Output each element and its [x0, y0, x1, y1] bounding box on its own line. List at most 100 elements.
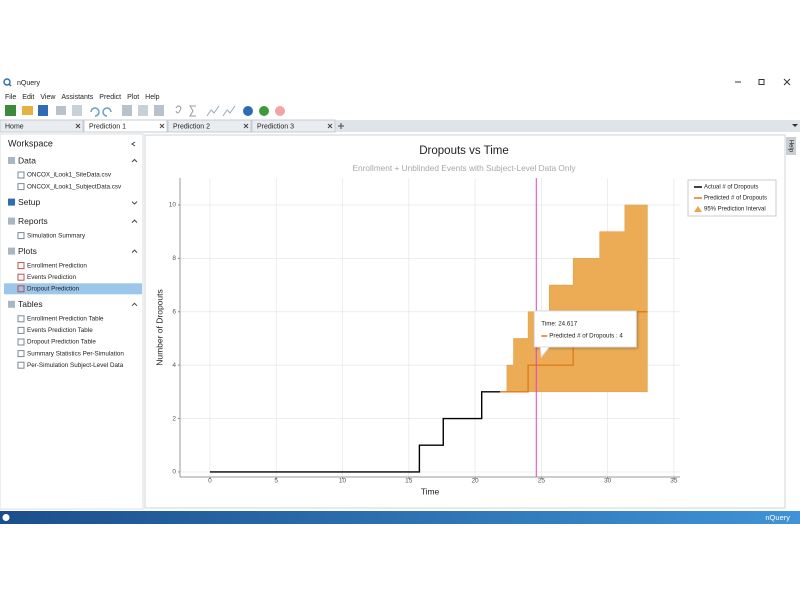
toolbar [5, 105, 285, 117]
tab-close[interactable] [243, 123, 249, 129]
tool-icon[interactable] [102, 107, 112, 117]
chart: Dropouts vs Time Enrollment + Unblinded E… [154, 145, 777, 496]
tool-icon[interactable] [175, 105, 182, 114]
info-icon[interactable] [2, 514, 10, 521]
item-icon [17, 326, 25, 334]
collapse[interactable] [131, 141, 136, 147]
tab-label[interactable]: Prediction 2 [173, 123, 210, 130]
section-title[interactable]: Setup [18, 197, 40, 207]
section-icon [8, 247, 15, 255]
legend-label: Predicted # of Dropouts [704, 196, 767, 202]
status-bar [0, 511, 800, 524]
y-tick-label: 8 [172, 255, 176, 262]
tool-icon[interactable] [56, 106, 66, 115]
tree-item[interactable]: Summary Statistics Per-Simulation [27, 350, 124, 357]
tool-icon[interactable] [206, 105, 220, 117]
maximize[interactable] [758, 79, 765, 85]
item-icon [17, 315, 25, 323]
app-icon [3, 78, 11, 86]
tab[interactable] [83, 119, 168, 133]
tab-menu[interactable] [792, 124, 798, 127]
menu-item[interactable]: Help [145, 94, 160, 101]
y-tick-label: 0 [172, 469, 176, 476]
tooltip [533, 310, 637, 348]
tab[interactable] [0, 119, 84, 133]
section-icon [8, 198, 15, 206]
menu-item[interactable]: Assistants [61, 94, 93, 101]
section-title[interactable]: Data [18, 155, 36, 165]
selected-row [4, 283, 142, 295]
section-toggle[interactable] [131, 249, 138, 253]
tree-item[interactable]: Events Prediction [27, 274, 76, 281]
tree-item[interactable]: Simulation Summary [27, 232, 86, 239]
tab-label[interactable]: Prediction 1 [89, 123, 126, 130]
chart-subtitle: Enrollment + Unblinded Events with Subje… [353, 163, 577, 173]
tab-label[interactable]: Prediction 3 [257, 123, 294, 130]
item-icon [17, 338, 25, 346]
tree-item[interactable]: ONCOX_iLook1_SubjectData.csv [27, 183, 122, 190]
tree-item[interactable]: Enrollment Prediction Table [27, 315, 104, 322]
tool-icon[interactable] [259, 106, 269, 116]
tool-icon[interactable] [243, 106, 253, 116]
section-toggle[interactable] [131, 302, 138, 307]
tab-close[interactable] [327, 123, 333, 129]
tool-icon[interactable] [90, 107, 100, 117]
tool-icon[interactable] [138, 105, 148, 116]
tree-item[interactable]: Enrollment Prediction [27, 262, 87, 269]
section-title[interactable]: Plots [18, 246, 37, 256]
app-title: nQuery [17, 80, 40, 87]
tool-icon[interactable] [38, 105, 48, 116]
section-toggle[interactable] [131, 219, 138, 223]
sidebar-tree: Data ONCOX_iLook1_SiteData.csv ONCOX_iLook… [4, 155, 142, 369]
tool-icon[interactable] [154, 105, 164, 116]
tree-item[interactable]: Dropout Prediction [27, 285, 80, 292]
side-tab[interactable] [786, 137, 796, 155]
tool-icon[interactable] [22, 106, 33, 115]
x-tick-label: 35 [670, 478, 678, 485]
section-toggle[interactable] [131, 201, 138, 205]
section-icon [8, 300, 15, 308]
section-icon [8, 157, 15, 164]
menu-item[interactable]: Predict [99, 94, 121, 101]
tree-item[interactable]: ONCOX_iLook1_SiteData.csv [27, 172, 112, 179]
y-tick-label: 2 [172, 415, 176, 422]
menu-item[interactable]: File [5, 94, 16, 101]
item-icon [17, 361, 25, 369]
y-axis-label: Number of Dropouts [154, 289, 164, 366]
menu-item[interactable]: View [40, 94, 56, 101]
tab[interactable] [251, 119, 336, 133]
menu-item[interactable]: Edit [22, 94, 34, 101]
x-tick-label: 15 [405, 478, 413, 485]
tool-icon[interactable] [222, 105, 236, 117]
tabs: Home Prediction 1 Prediction 2 Prediction 3 [0, 119, 336, 133]
menu-bar: File Edit View Assistants Predict Plot Help [5, 94, 160, 101]
section-title[interactable]: Tables [18, 299, 43, 309]
tool-icon[interactable] [122, 105, 132, 116]
tool-icon[interactable] [72, 105, 82, 116]
sidebar-title: Workspace [8, 138, 53, 148]
tab-close[interactable] [159, 123, 165, 129]
tree-item[interactable]: Events Prediction Table [27, 327, 93, 334]
section-title[interactable]: Reports [18, 216, 48, 226]
y-tick-label: 10 [169, 202, 177, 209]
tool-icon[interactable] [5, 105, 16, 116]
x-tick-label: 5 [274, 478, 278, 485]
tab-label[interactable]: Home [5, 123, 24, 130]
app-icon [8, 83, 12, 87]
data-line [209, 391, 501, 473]
new-tab[interactable] [338, 123, 344, 129]
tree-item[interactable]: Dropout Prediction Table [27, 339, 96, 346]
tab-close[interactable] [75, 123, 81, 129]
item-icon [17, 273, 25, 281]
side-tab-label[interactable]: Help [787, 140, 793, 153]
menu-item[interactable]: Plot [127, 94, 139, 101]
tab[interactable] [167, 119, 252, 133]
tool-icon[interactable] [275, 106, 285, 116]
x-tick-label: 30 [604, 478, 612, 485]
tool-icon[interactable] [189, 105, 196, 117]
section-toggle[interactable] [131, 158, 138, 163]
item-icon [17, 350, 25, 358]
close[interactable] [783, 78, 791, 86]
tree-item[interactable]: Per-Simulation Subject-Level Data [27, 362, 124, 369]
